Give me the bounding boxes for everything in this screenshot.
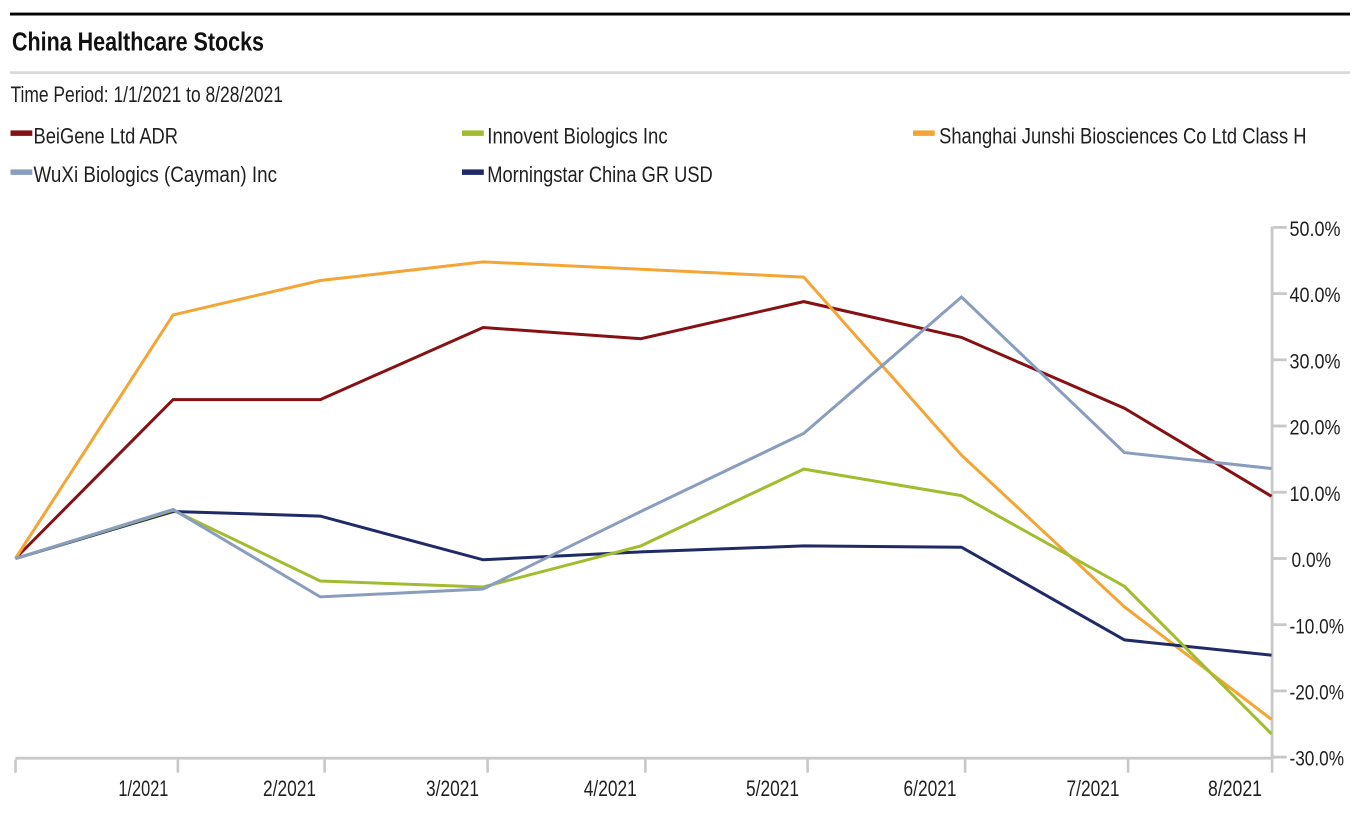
svg-text:1/2021: 1/2021 xyxy=(118,776,168,801)
svg-text:China Healthcare Stocks: China Healthcare Stocks xyxy=(12,26,264,56)
svg-text:5/2021: 5/2021 xyxy=(746,776,799,801)
svg-text:3/2021: 3/2021 xyxy=(426,776,479,801)
svg-text:Morningstar China GR USD: Morningstar China GR USD xyxy=(487,162,712,187)
svg-text:50.0%: 50.0% xyxy=(1290,217,1341,241)
svg-text:-10.0%: -10.0% xyxy=(1290,614,1345,638)
svg-text:0.0%: 0.0% xyxy=(1292,548,1332,572)
svg-text:Time Period: 1/1/2021 to 8/28/: Time Period: 1/1/2021 to 8/28/2021 xyxy=(11,82,284,107)
svg-text:4/2021: 4/2021 xyxy=(584,776,637,801)
svg-text:Shanghai Junshi Biosciences Co: Shanghai Junshi Biosciences Co Ltd Class… xyxy=(939,124,1306,149)
svg-text:-30.0%: -30.0% xyxy=(1290,747,1345,771)
svg-text:40.0%: 40.0% xyxy=(1290,283,1341,307)
svg-text:30.0%: 30.0% xyxy=(1290,349,1341,373)
svg-text:BeiGene Ltd ADR: BeiGene Ltd ADR xyxy=(34,124,179,149)
svg-text:7/2021: 7/2021 xyxy=(1067,776,1120,801)
svg-text:Innovent Biologics Inc: Innovent Biologics Inc xyxy=(487,124,667,149)
svg-text:WuXi Biologics (Cayman) Inc: WuXi Biologics (Cayman) Inc xyxy=(34,162,278,187)
svg-text:10.0%: 10.0% xyxy=(1290,482,1341,506)
svg-text:8/2021: 8/2021 xyxy=(1208,776,1262,801)
svg-text:2/2021: 2/2021 xyxy=(263,776,316,801)
svg-text:6/2021: 6/2021 xyxy=(904,776,957,801)
svg-text:-20.0%: -20.0% xyxy=(1290,681,1345,705)
svg-text:20.0%: 20.0% xyxy=(1290,416,1341,440)
